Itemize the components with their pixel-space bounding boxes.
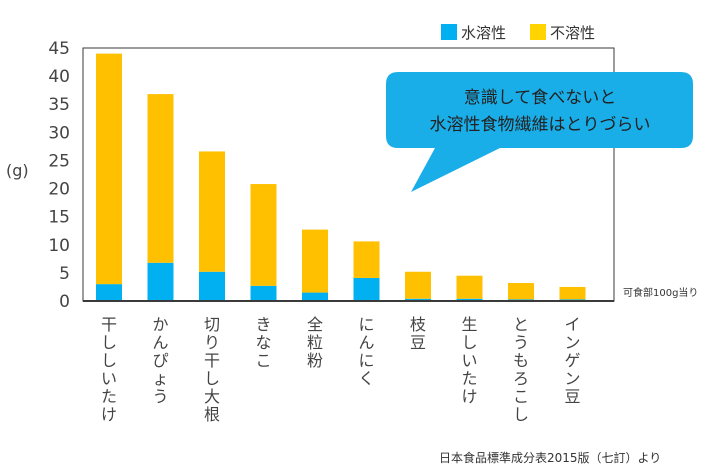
y-tick-label: 25 — [48, 151, 70, 171]
y-tick-label: 30 — [48, 123, 70, 143]
y-axis-label: (g) — [6, 161, 29, 180]
y-tick-label: 0 — [59, 292, 70, 312]
y-axis-ticks: 0 5 10 15 20 25 30 35 40 45 — [48, 39, 70, 312]
bar-soluble — [96, 284, 122, 301]
y-tick-label: 15 — [48, 208, 70, 228]
bar-soluble — [250, 285, 277, 301]
y-tick-label: 40 — [48, 67, 70, 87]
source-note: 日本食品標準成分表2015版（七訂）より — [439, 450, 661, 465]
bar-insoluble — [199, 151, 225, 272]
category-label: にんにく — [358, 315, 374, 388]
category-label: とうもろこし — [513, 315, 529, 424]
bar-insoluble — [559, 286, 586, 300]
bar-insoluble — [302, 229, 328, 293]
category-label: インゲン豆 — [564, 315, 580, 406]
legend: 水溶性 不溶性 — [441, 24, 595, 42]
bar-soluble — [302, 292, 328, 301]
legend-label-soluble: 水溶性 — [461, 24, 506, 42]
callout-line-2: 水溶性食物繊維はとりづらい — [430, 115, 651, 135]
y-tick-label: 5 — [59, 264, 70, 284]
category-label: かんぴょう — [152, 315, 168, 406]
category-labels: 干ししいたけ かんぴょう 切り干し大根 きなこ 全粒粉 にんにく 枝豆 生しいたけ とうもろこし… — [101, 315, 581, 424]
category-label: 全粒粉 — [307, 315, 323, 370]
bar-insoluble — [456, 275, 483, 299]
bar-insoluble — [508, 283, 534, 300]
bar-soluble — [456, 298, 483, 301]
bar-soluble — [353, 277, 380, 301]
callout-bubble — [386, 72, 693, 192]
bar-soluble — [199, 271, 225, 301]
bar-insoluble — [147, 94, 174, 263]
bar-insoluble — [250, 184, 277, 286]
y-tick-label: 20 — [48, 180, 70, 200]
bar-insoluble — [353, 241, 380, 278]
bar-insoluble — [96, 53, 122, 285]
category-label: 枝豆 — [410, 315, 426, 352]
bar-soluble — [147, 262, 174, 301]
callout: 意識して食べないと 水溶性食物繊維はとりづらい — [386, 72, 693, 192]
callout-line-1: 意識して食べないと — [464, 88, 617, 108]
bar-soluble — [405, 298, 431, 301]
legend-label-insoluble: 不溶性 — [550, 24, 595, 42]
y-tick-label: 10 — [48, 236, 70, 256]
y-tick-label: 45 — [48, 39, 70, 59]
legend-swatch-insoluble — [530, 24, 546, 40]
unit-note: 可食部100g当り — [623, 286, 698, 299]
category-label: 切り干し大根 — [204, 315, 220, 424]
category-label: 生しいたけ — [461, 315, 477, 406]
bar-insoluble — [405, 271, 431, 299]
y-tick-label: 35 — [48, 95, 70, 115]
category-label: きなこ — [255, 315, 271, 370]
bars — [96, 53, 586, 301]
category-label: 干ししいたけ — [101, 315, 117, 424]
legend-swatch-soluble — [441, 24, 457, 40]
